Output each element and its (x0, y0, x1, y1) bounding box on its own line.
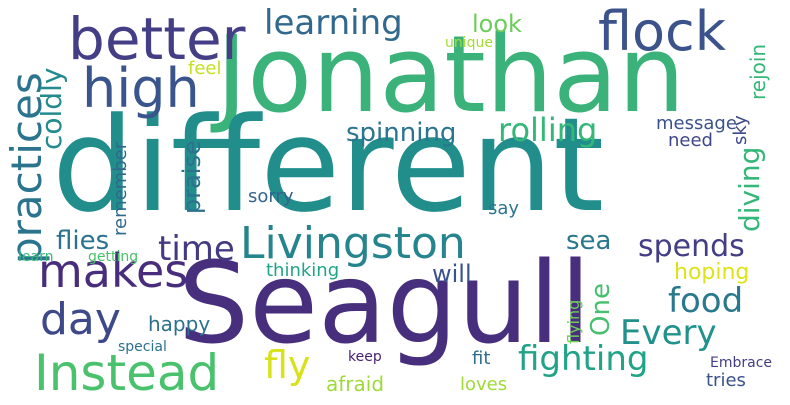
word-happy: happy (148, 312, 211, 336)
word-embrace: Embrace (710, 355, 773, 371)
word-thinking: thinking (266, 260, 340, 281)
word-rolling: rolling (498, 111, 598, 149)
word-food: food (668, 281, 744, 321)
word-look: look (472, 10, 522, 38)
word-flying: flying (564, 299, 583, 344)
word-keep: keep (348, 349, 382, 365)
word-day: day (40, 294, 121, 345)
word-spends: spends (638, 229, 745, 264)
word-learning: learning (264, 3, 403, 43)
word-better: better (68, 5, 246, 73)
word-fit: fit (472, 348, 491, 369)
word-message: message (656, 113, 737, 134)
word-getting: getting (88, 249, 139, 265)
word-fly: fly (264, 343, 311, 387)
word-rejoin: rejoin (746, 43, 770, 100)
word-every: Every (620, 313, 717, 353)
word-flies: flies (56, 226, 110, 256)
word-seagull: Seagull (178, 239, 591, 369)
word-praise: praise (178, 140, 206, 214)
word-loves: loves (460, 374, 508, 395)
word-need: need (668, 130, 713, 151)
word-afraid: afraid (326, 372, 385, 396)
word-livingston: Livingston (240, 218, 466, 269)
word-high: high (82, 57, 200, 120)
word-diving: diving (733, 146, 766, 232)
word-time: time (158, 229, 235, 269)
word-sky: sky (730, 115, 751, 145)
word-one: One (586, 283, 616, 336)
word-makes: makes (38, 244, 189, 298)
word-different: different (52, 89, 605, 241)
word-feel: feel (188, 58, 222, 79)
word-hoping: hoping (674, 260, 750, 285)
word-sea: sea (566, 226, 612, 256)
word-sorry: sorry (248, 186, 294, 207)
word-spinning: spinning (346, 118, 457, 148)
word-unique: unique (445, 35, 494, 51)
word-learn: learn (18, 249, 54, 265)
word-will: will (432, 260, 472, 288)
word-say: say (488, 198, 520, 219)
word-fighting: fighting (518, 339, 649, 379)
word-special: special (118, 339, 167, 355)
word-coldly: coldly (35, 67, 68, 150)
word-remember: remember (110, 141, 131, 236)
word-tries: tries (706, 370, 746, 391)
word-jonathan: Jonathan (216, 13, 686, 136)
word-flock: flock (598, 0, 727, 63)
word-instead: Instead (34, 344, 220, 402)
